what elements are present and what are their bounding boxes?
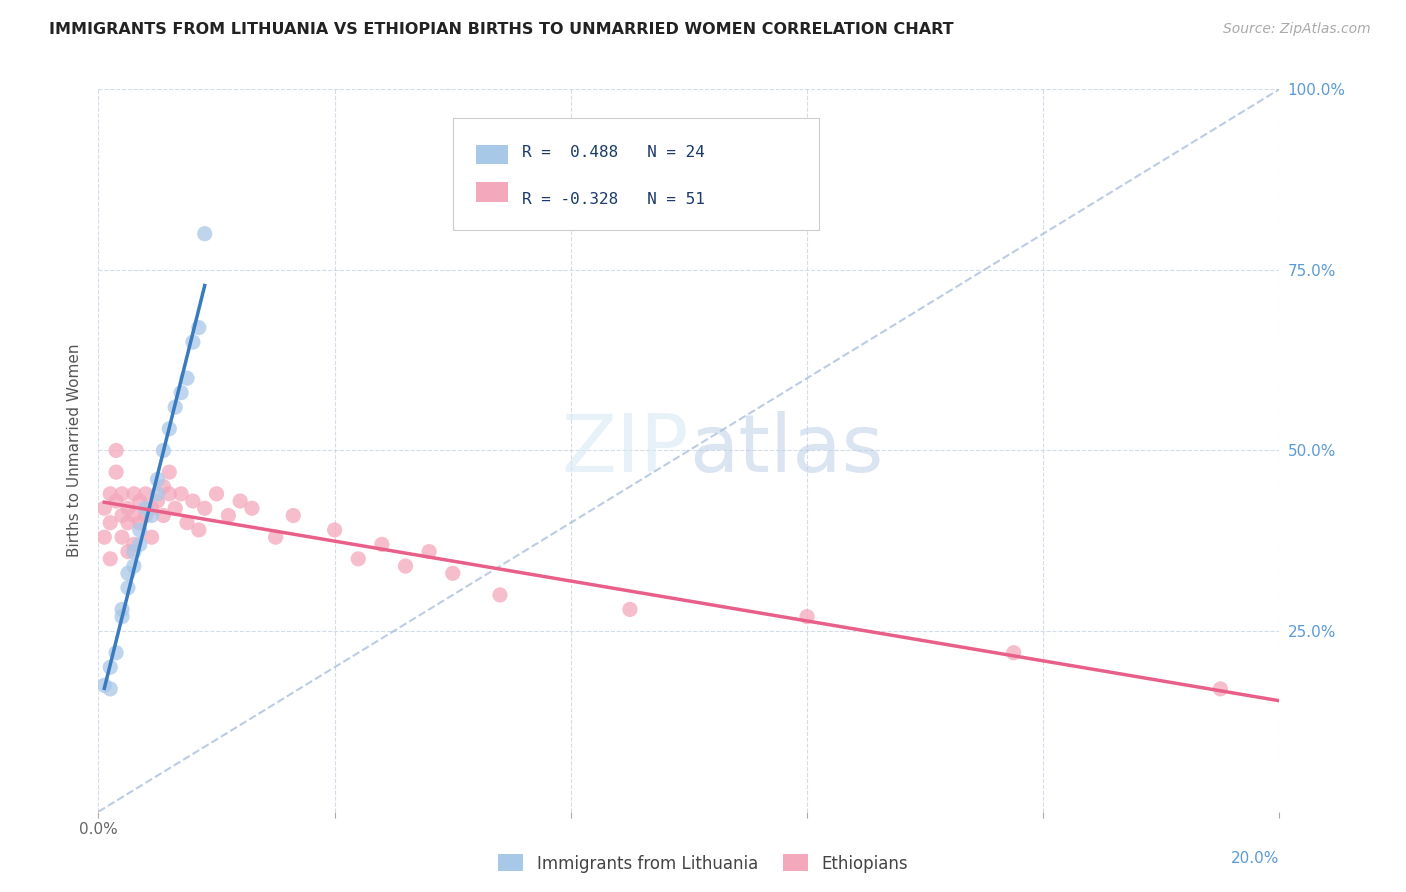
Point bbox=[146, 487, 169, 501]
Point bbox=[165, 400, 187, 414]
Point bbox=[229, 494, 252, 508]
Point bbox=[418, 544, 440, 558]
Point bbox=[152, 480, 174, 494]
Legend: Immigrants from Lithuania, Ethiopians: Immigrants from Lithuania, Ethiopians bbox=[492, 847, 914, 880]
Point bbox=[141, 501, 163, 516]
Point bbox=[98, 551, 121, 566]
Point bbox=[98, 681, 121, 696]
Point bbox=[1209, 681, 1232, 696]
Point bbox=[187, 523, 209, 537]
Point bbox=[117, 516, 139, 530]
Point bbox=[135, 508, 157, 523]
Point bbox=[152, 508, 174, 523]
Point bbox=[98, 516, 121, 530]
Point bbox=[128, 523, 150, 537]
Point bbox=[141, 508, 163, 523]
FancyBboxPatch shape bbox=[453, 118, 818, 230]
Point bbox=[135, 487, 157, 501]
Point bbox=[170, 487, 193, 501]
Point bbox=[122, 508, 145, 523]
Point bbox=[489, 588, 512, 602]
Point bbox=[194, 227, 217, 241]
Point bbox=[111, 609, 134, 624]
Point bbox=[165, 501, 187, 516]
Y-axis label: Births to Unmarried Women: Births to Unmarried Women bbox=[67, 343, 83, 558]
Point bbox=[176, 371, 198, 385]
Point bbox=[122, 487, 145, 501]
Point bbox=[111, 530, 134, 544]
Text: ZIP: ZIP bbox=[561, 411, 689, 490]
Point bbox=[111, 602, 134, 616]
Point bbox=[1002, 646, 1025, 660]
Point bbox=[181, 494, 204, 508]
Point bbox=[122, 544, 145, 558]
Text: atlas: atlas bbox=[689, 411, 883, 490]
Point bbox=[135, 501, 157, 516]
Point bbox=[146, 494, 169, 508]
Point bbox=[93, 678, 115, 692]
Point bbox=[240, 501, 263, 516]
Text: R =  0.488   N = 24: R = 0.488 N = 24 bbox=[522, 145, 704, 160]
Point bbox=[128, 537, 150, 551]
Point bbox=[105, 443, 128, 458]
FancyBboxPatch shape bbox=[477, 183, 508, 202]
Text: R = -0.328   N = 51: R = -0.328 N = 51 bbox=[522, 192, 704, 207]
Point bbox=[105, 494, 128, 508]
Point bbox=[122, 559, 145, 574]
Text: 20.0%: 20.0% bbox=[1232, 852, 1279, 866]
Point bbox=[181, 334, 204, 349]
Text: Source: ZipAtlas.com: Source: ZipAtlas.com bbox=[1223, 22, 1371, 37]
Point bbox=[157, 465, 180, 479]
Point bbox=[170, 385, 193, 400]
Point bbox=[117, 501, 139, 516]
Point bbox=[264, 530, 287, 544]
Text: IMMIGRANTS FROM LITHUANIA VS ETHIOPIAN BIRTHS TO UNMARRIED WOMEN CORRELATION CHA: IMMIGRANTS FROM LITHUANIA VS ETHIOPIAN B… bbox=[49, 22, 953, 37]
Point bbox=[176, 516, 198, 530]
Point bbox=[93, 530, 115, 544]
Point bbox=[283, 508, 305, 523]
Point bbox=[128, 516, 150, 530]
Point bbox=[146, 472, 169, 486]
Point bbox=[347, 551, 370, 566]
Point bbox=[441, 566, 464, 581]
Point bbox=[394, 559, 416, 574]
Point bbox=[93, 501, 115, 516]
Point bbox=[187, 320, 209, 334]
Point bbox=[117, 566, 139, 581]
Point bbox=[105, 646, 128, 660]
Point bbox=[141, 530, 163, 544]
Point bbox=[152, 443, 174, 458]
Point bbox=[796, 609, 818, 624]
Point bbox=[217, 508, 239, 523]
Point bbox=[117, 581, 139, 595]
Point bbox=[157, 487, 180, 501]
Point bbox=[105, 465, 128, 479]
Point bbox=[111, 508, 134, 523]
Point bbox=[128, 494, 150, 508]
Point bbox=[122, 537, 145, 551]
FancyBboxPatch shape bbox=[477, 145, 508, 164]
Point bbox=[371, 537, 394, 551]
Point bbox=[157, 422, 180, 436]
Point bbox=[205, 487, 228, 501]
Point bbox=[98, 660, 121, 674]
Point bbox=[323, 523, 346, 537]
Point bbox=[194, 501, 217, 516]
Point bbox=[111, 487, 134, 501]
Point bbox=[98, 487, 121, 501]
Point bbox=[117, 544, 139, 558]
Point bbox=[619, 602, 641, 616]
